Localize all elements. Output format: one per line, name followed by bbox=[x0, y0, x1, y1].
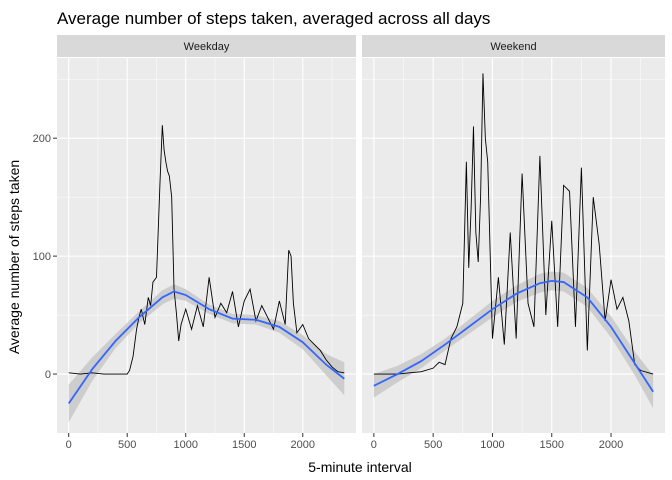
panel-weekday: Weekday 0 500 1000 1500 2000 0 100 200 bbox=[33, 35, 356, 451]
facet-strip bbox=[362, 35, 665, 57]
observed-line bbox=[373, 73, 654, 375]
facet-strip-label: Weekday bbox=[184, 41, 230, 53]
x-tick-label: 1000 bbox=[173, 439, 197, 451]
panels: Weekday 0 500 1000 1500 2000 0 100 200 Weekend 0 50… bbox=[33, 35, 665, 451]
smooth-line bbox=[67, 290, 345, 405]
x-tick-label: 500 bbox=[424, 439, 442, 451]
x-tick-label: 2000 bbox=[291, 439, 315, 451]
panel-weekend: Weekend 0 500 1000 1500 2000 bbox=[362, 35, 665, 451]
chart-title: Average number of steps taken, averaged … bbox=[57, 9, 490, 28]
smooth-line bbox=[373, 279, 654, 393]
x-tick-label: 0 bbox=[371, 439, 377, 451]
y-axis-title: Average number of steps taken bbox=[6, 160, 22, 354]
x-axis-title: 5-minute interval bbox=[308, 459, 412, 475]
facet-strip-label: Weekend bbox=[490, 41, 536, 53]
x-tick-label: 0 bbox=[66, 439, 72, 451]
y-tick-label: 0 bbox=[45, 369, 51, 381]
y-tick-label: 100 bbox=[33, 251, 51, 263]
x-tick-label: 1500 bbox=[540, 439, 564, 451]
x-tick-label: 1500 bbox=[232, 439, 256, 451]
x-tick-label: 2000 bbox=[599, 439, 623, 451]
panel-background bbox=[362, 58, 665, 433]
x-tick-label: 500 bbox=[118, 439, 136, 451]
observed-line bbox=[68, 125, 345, 375]
panel-background bbox=[57, 58, 356, 433]
facet-strip bbox=[57, 35, 356, 57]
y-tick-label: 200 bbox=[33, 133, 51, 145]
x-tick-label: 1000 bbox=[480, 439, 504, 451]
